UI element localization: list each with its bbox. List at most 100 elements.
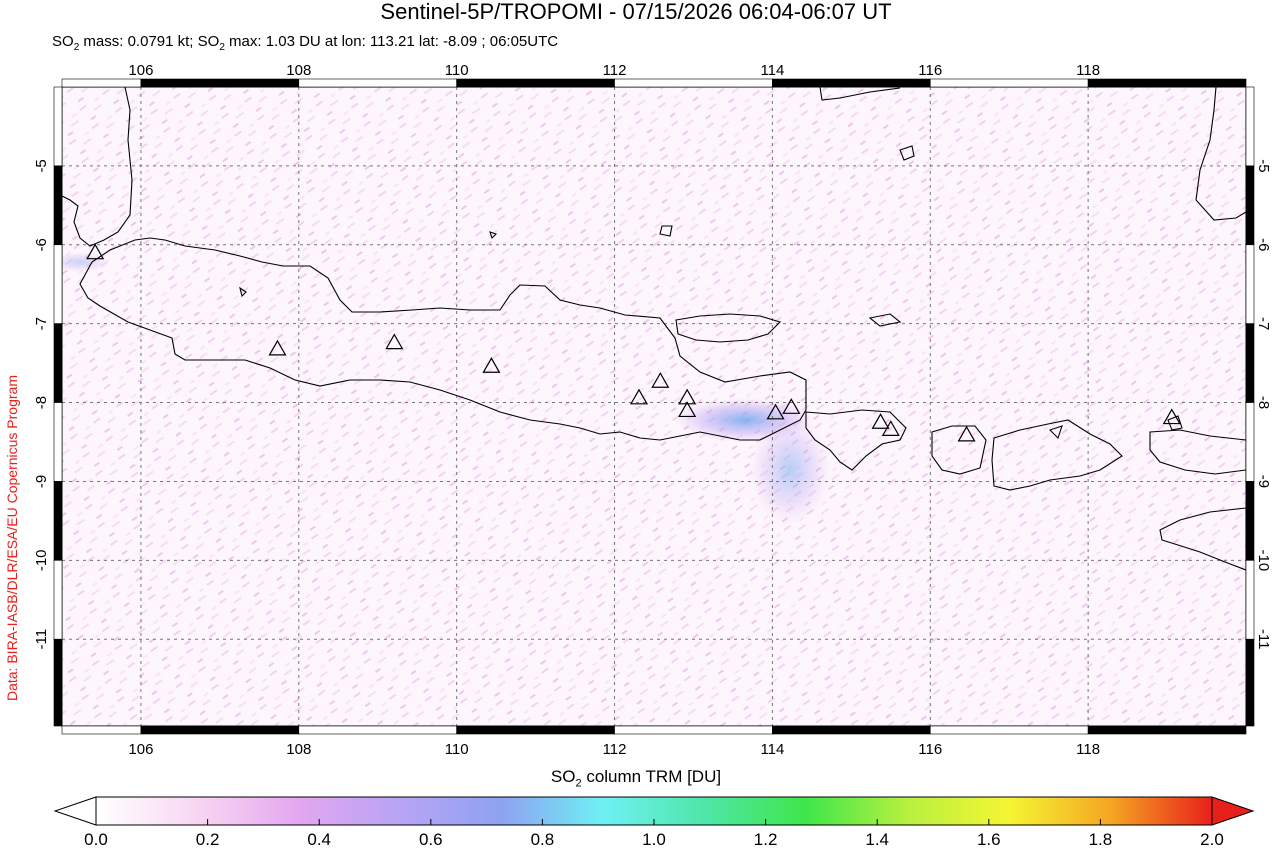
frame-bar-left (53, 86, 63, 167)
frame-bar-bottom (140, 725, 300, 735)
volcano-markers (86, 243, 1181, 442)
volcano-marker (881, 420, 900, 436)
coastline-madura (675, 313, 782, 343)
lon-tick-label-top: 112 (603, 62, 627, 79)
volcano-marker (385, 333, 404, 350)
frame-bar-right (1245, 638, 1255, 727)
colorbar-max-arrow (1211, 796, 1255, 826)
frame-bar-right (1245, 86, 1255, 167)
lat-tick-label-right: -8 (1255, 396, 1272, 409)
frame-bar-top (456, 78, 615, 88)
frame-bar-right (1245, 481, 1255, 561)
volcano-marker (629, 388, 649, 405)
lon-tick-label-top: 116 (918, 62, 942, 79)
coastline-borneo (819, 87, 901, 101)
colorbar-ticks (95, 819, 1213, 825)
coastline-bali (805, 409, 907, 471)
coastline-flores (1149, 429, 1246, 475)
frame-bar-bottom (929, 725, 1089, 735)
frame-bar-bottom (614, 725, 773, 735)
coastline-sumba (1159, 507, 1246, 571)
lat-tick-label-left: -6 (33, 238, 50, 251)
lon-tick-label-top: 110 (445, 62, 469, 79)
volcano-marker (86, 243, 105, 260)
colorbar-tick-label: 0.6 (418, 830, 443, 849)
volcano-marker (766, 403, 785, 420)
lat-tick-label-left: -9 (33, 475, 50, 488)
colorbar-tick-label: 0.4 (307, 830, 332, 849)
colorbar-tick-label: 1.2 (753, 830, 778, 849)
volcano-marker (678, 401, 697, 418)
colorbar-tick-label: 1.8 (1088, 830, 1113, 849)
frame-bar-top (140, 78, 300, 88)
frame-bar-left (53, 165, 63, 246)
colorbar-tick-label: 0.2 (195, 830, 220, 849)
frame-bars (53, 78, 1255, 735)
lat-tick-label-right: -11 (1255, 629, 1272, 650)
lon-tick-label-bottom: 116 (918, 741, 942, 758)
lon-tick-label-top: 118 (1076, 62, 1100, 79)
lat-tick-label-right: -5 (1255, 159, 1272, 172)
lon-tick-label-bottom: 108 (286, 741, 311, 758)
lat-tick-label-left: -10 (33, 549, 50, 571)
frame-bar-right (1245, 323, 1255, 403)
coastline-small-islands (239, 145, 1183, 440)
coastlines (62, 87, 1246, 571)
frame-bar-left (53, 402, 63, 482)
so2-background-field (62, 87, 1246, 726)
coastline-sumatra (62, 87, 133, 247)
frame-bar-left (53, 323, 63, 403)
colorbar-tick-label: 1.0 (642, 830, 666, 849)
lon-tick-label-bottom: 118 (1076, 741, 1100, 758)
frame-bar-bottom (61, 725, 142, 735)
volcano-marker (651, 372, 670, 388)
colorbar-tick-label: 1.4 (865, 830, 890, 849)
frame-bar-left (53, 638, 63, 727)
frame-bar-right (1245, 165, 1255, 246)
volcano-marker (268, 339, 287, 356)
frame-bar-top (61, 78, 142, 88)
lat-tick-label-right: -9 (1255, 475, 1272, 488)
frame-bar-bottom (456, 725, 615, 735)
plot-area (61, 86, 1247, 727)
lon-tick-label-bottom: 112 (603, 741, 627, 758)
frame-bar-bottom (772, 725, 931, 735)
lat-tick-label-right: -6 (1255, 238, 1272, 251)
lon-tick-label-top: 106 (128, 62, 153, 79)
volcano-marker (482, 357, 501, 373)
volcano-marker (782, 398, 801, 414)
frame-bar-right (1245, 560, 1255, 640)
map-subtitle: SO2 mass: 0.0791 kt; SO2 max: 1.03 DU at… (52, 33, 559, 53)
volcano-marker (871, 413, 890, 429)
frame-bar-bottom (1087, 725, 1247, 735)
lat-tick-label-left: -5 (33, 159, 50, 172)
volcano-marker (1162, 408, 1181, 425)
colorbar-title: SO2 column TRM [DU] (550, 767, 722, 790)
lat-tick-label-right: -10 (1255, 549, 1272, 571)
frame-bar-top (614, 78, 773, 88)
lon-tick-label-bottom: 114 (760, 741, 784, 758)
volcano-marker (678, 388, 697, 405)
colorbar-tick-label: 0.8 (530, 830, 555, 849)
frame-bar-bottom (298, 725, 457, 735)
frame-bar-top (772, 78, 931, 88)
frame-bar-top (929, 78, 1089, 88)
frame-bar-left (53, 244, 63, 324)
colorbar (53, 796, 1255, 826)
frame-bar-left (53, 481, 63, 561)
colorbar-tick-label: 1.6 (976, 830, 1001, 849)
lon-tick-label-bottom: 110 (445, 741, 469, 758)
lon-tick-label-top: 114 (760, 62, 784, 79)
coastline-lombok (931, 425, 987, 475)
frame-bar-right (1245, 402, 1255, 482)
frame-bar-right (1245, 244, 1255, 324)
tick-labels: 106 106 108 108 110 110 112 112 114 114 116 116 118 1… (33, 62, 1272, 758)
lon-tick-label-bottom: 106 (128, 741, 153, 758)
colorbar-tick-label: 2.0 (1200, 830, 1224, 849)
lat-tick-label-left: -8 (33, 396, 50, 409)
lon-tick-label-top: 108 (286, 62, 311, 79)
frame-bar-left (53, 560, 63, 640)
coastline-sulawesi (1195, 87, 1246, 221)
lat-tick-label-right: -7 (1255, 317, 1272, 330)
